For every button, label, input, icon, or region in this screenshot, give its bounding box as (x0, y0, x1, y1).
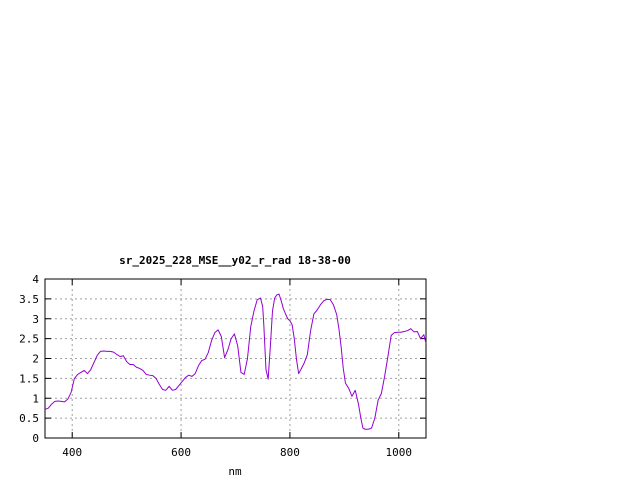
y-tick-label-1: 0.5 (19, 412, 39, 425)
x-axis-label: nm (228, 465, 242, 478)
x-tick-label-2: 800 (280, 446, 300, 459)
y-tick-label-7: 3.5 (19, 293, 39, 306)
y-tick-label-4: 2 (32, 353, 39, 366)
y-tick-label-3: 1.5 (19, 372, 39, 385)
grid-lines (45, 278, 426, 439)
y-tick-label-8: 4 (32, 273, 39, 286)
series-line-0 (44, 293, 427, 430)
x-tick-label-0: 400 (62, 446, 82, 459)
tick-labels: 400 600 800 1000 0 0.5 1 1.5 2 2.5 3 3.5 4 (19, 273, 412, 459)
series-group (44, 293, 427, 430)
y-tick-label-2: 1 (32, 392, 39, 405)
x-tick-label-1: 600 (171, 446, 191, 459)
x-tick-label-3: 1000 (386, 446, 413, 459)
y-tick-label-0: 0 (32, 432, 39, 445)
chart-title: sr_2025_228_MSE__y02_r_rad 18-38-00 (119, 254, 351, 267)
y-tick-label-6: 3 (32, 313, 39, 326)
y-tick-label-5: 2.5 (19, 333, 39, 346)
axes (44, 278, 427, 439)
